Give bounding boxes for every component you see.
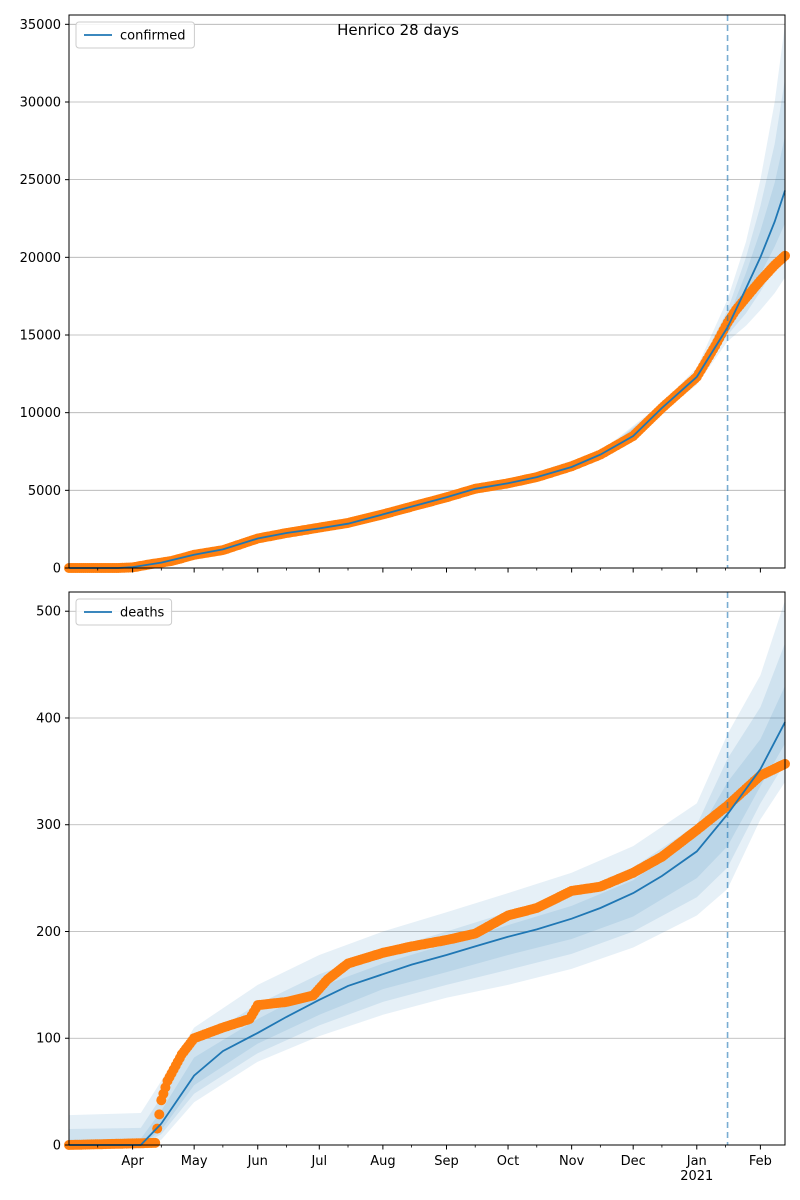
y-tick-label: 25000 — [20, 173, 61, 188]
y-tick-label: 35000 — [20, 18, 61, 33]
x-tick-label: Aug — [370, 1154, 395, 1169]
observed-series — [64, 250, 790, 573]
y-tick-label: 200 — [36, 925, 61, 940]
x-tick-label: Oct — [497, 1154, 519, 1169]
y-tick-label: 20000 — [20, 251, 61, 266]
x-tick-label: Jan — [686, 1154, 707, 1169]
legend-box — [75, 21, 195, 49]
x-tick-label: Jun — [247, 1154, 268, 1169]
x-tick-label: Sep — [434, 1154, 459, 1169]
uncertainty-band — [69, 24, 785, 569]
x-tick-label: 2021 — [680, 1169, 713, 1184]
x-tick-label: Feb — [749, 1154, 772, 1169]
uncertainty-band — [69, 78, 785, 568]
bottom-panel: 0 100 200 300 400 500 Apr May Jun Jul Aug Sep Oct Nov… — [36, 591, 790, 1184]
x-tick-label: Jul — [310, 1154, 327, 1169]
x-tick-label: Apr — [121, 1154, 144, 1169]
legend-box — [75, 598, 173, 626]
y-tick-label: 0 — [53, 562, 61, 577]
y-tick-label: 30000 — [20, 95, 61, 110]
y-tick-label: 5000 — [28, 484, 61, 499]
uncertainty-band — [69, 600, 785, 1145]
y-tick-label: 100 — [36, 1032, 61, 1047]
observed-point — [150, 1137, 161, 1148]
y-tick-label: 300 — [36, 818, 61, 833]
model-line-confirmed — [69, 190, 786, 569]
axes-frame — [68, 591, 786, 1146]
top-panel: 0 5000 10000 15000 20000 25000 30000 35000 confi… — [20, 14, 790, 577]
legend-label: deaths — [120, 606, 165, 621]
y-tick-label: 10000 — [20, 406, 61, 421]
uncertainty-band — [69, 685, 785, 1145]
x-tick-label: Nov — [559, 1154, 585, 1169]
y-tick-label: 500 — [36, 605, 61, 620]
legend-label: confirmed — [120, 29, 186, 44]
x-tick-label: May — [181, 1154, 208, 1169]
model-line-deaths — [69, 721, 786, 1146]
axes-frame — [68, 14, 786, 569]
y-tick-label: 0 — [53, 1139, 61, 1154]
y-tick-label: 15000 — [20, 328, 61, 343]
y-tick-label: 400 — [36, 711, 61, 726]
observed-point — [154, 1109, 165, 1120]
figure-title: Henrico 28 days — [337, 21, 459, 39]
x-tick-label: Dec — [621, 1154, 646, 1169]
